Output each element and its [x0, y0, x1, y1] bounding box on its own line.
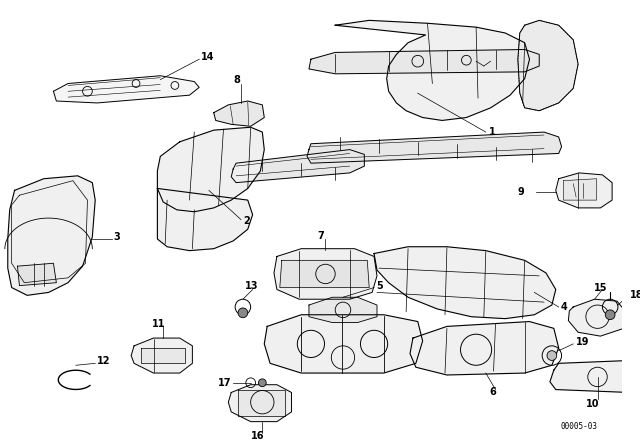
- Text: 2: 2: [243, 216, 250, 227]
- Polygon shape: [518, 20, 578, 111]
- Polygon shape: [410, 322, 559, 375]
- Circle shape: [238, 308, 248, 318]
- Polygon shape: [157, 127, 264, 212]
- Polygon shape: [8, 176, 95, 295]
- Polygon shape: [550, 361, 640, 392]
- Text: 9: 9: [518, 187, 525, 197]
- Polygon shape: [556, 173, 612, 208]
- Text: 7: 7: [317, 231, 324, 241]
- Text: 15: 15: [594, 283, 607, 293]
- Text: 4: 4: [561, 302, 567, 312]
- Polygon shape: [307, 132, 561, 163]
- Text: 1: 1: [489, 127, 495, 137]
- Text: 5: 5: [376, 280, 383, 291]
- Polygon shape: [231, 150, 364, 183]
- Circle shape: [605, 310, 615, 319]
- Polygon shape: [131, 338, 193, 373]
- Text: 10: 10: [586, 399, 600, 409]
- Polygon shape: [53, 76, 199, 103]
- Text: 14: 14: [201, 52, 214, 62]
- Polygon shape: [17, 263, 56, 286]
- Text: 12: 12: [97, 357, 111, 366]
- Text: 8: 8: [234, 75, 241, 85]
- Polygon shape: [228, 385, 291, 422]
- Text: 19: 19: [576, 337, 589, 347]
- Text: 18: 18: [630, 290, 640, 300]
- Text: 13: 13: [245, 280, 259, 291]
- Text: 17: 17: [218, 378, 231, 388]
- Polygon shape: [309, 297, 377, 323]
- Text: 6: 6: [489, 388, 496, 397]
- Polygon shape: [238, 390, 285, 416]
- Text: 00005-03: 00005-03: [561, 422, 598, 431]
- Text: 16: 16: [251, 431, 264, 441]
- Polygon shape: [264, 315, 422, 373]
- Polygon shape: [335, 20, 529, 121]
- Polygon shape: [280, 260, 369, 288]
- Polygon shape: [309, 50, 540, 74]
- Circle shape: [624, 367, 639, 383]
- Text: 11: 11: [152, 319, 165, 329]
- Polygon shape: [274, 249, 377, 299]
- Text: 3: 3: [114, 232, 120, 242]
- Polygon shape: [374, 247, 556, 319]
- Polygon shape: [568, 299, 627, 336]
- Circle shape: [547, 351, 557, 361]
- Polygon shape: [141, 348, 184, 363]
- Polygon shape: [157, 189, 253, 250]
- Polygon shape: [563, 179, 596, 200]
- Polygon shape: [214, 101, 264, 126]
- Circle shape: [259, 379, 266, 387]
